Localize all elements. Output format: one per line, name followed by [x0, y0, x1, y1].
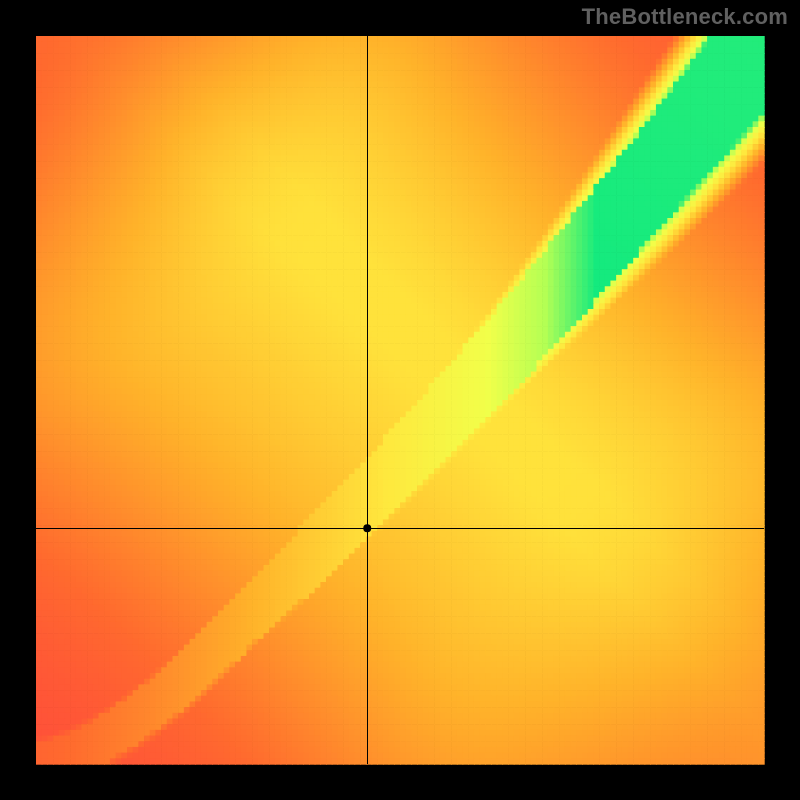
- chart-root: TheBottleneck.com: [0, 0, 800, 800]
- bottleneck-heatmap: [0, 0, 800, 800]
- watermark-text: TheBottleneck.com: [582, 4, 788, 30]
